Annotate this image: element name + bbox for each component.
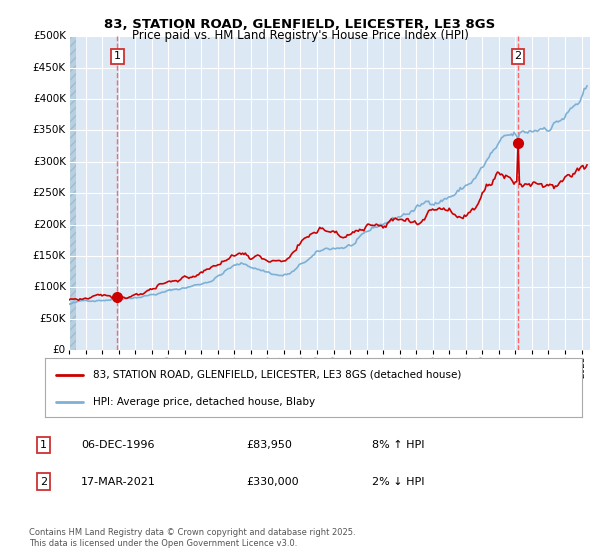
- Text: £200K: £200K: [33, 220, 66, 230]
- Text: 83, STATION ROAD, GLENFIELD, LEICESTER, LE3 8GS: 83, STATION ROAD, GLENFIELD, LEICESTER, …: [104, 18, 496, 31]
- Text: 1: 1: [40, 440, 47, 450]
- Text: £250K: £250K: [33, 188, 66, 198]
- Text: £150K: £150K: [33, 251, 66, 261]
- Text: £300K: £300K: [33, 157, 66, 167]
- Text: £350K: £350K: [33, 125, 66, 136]
- Text: £330,000: £330,000: [246, 477, 299, 487]
- Text: £100K: £100K: [33, 282, 66, 292]
- Text: 2: 2: [40, 477, 47, 487]
- Text: Price paid vs. HM Land Registry's House Price Index (HPI): Price paid vs. HM Land Registry's House …: [131, 29, 469, 42]
- Text: £450K: £450K: [33, 63, 66, 73]
- Text: 1: 1: [114, 52, 121, 62]
- Text: £500K: £500K: [33, 31, 66, 41]
- Text: 8% ↑ HPI: 8% ↑ HPI: [372, 440, 425, 450]
- Text: £50K: £50K: [40, 314, 66, 324]
- Text: 2: 2: [515, 52, 522, 62]
- Text: £0: £0: [53, 345, 66, 355]
- Text: £83,950: £83,950: [246, 440, 292, 450]
- Text: 83, STATION ROAD, GLENFIELD, LEICESTER, LE3 8GS (detached house): 83, STATION ROAD, GLENFIELD, LEICESTER, …: [94, 370, 462, 380]
- Text: 06-DEC-1996: 06-DEC-1996: [81, 440, 155, 450]
- Text: £400K: £400K: [33, 94, 66, 104]
- Text: 2% ↓ HPI: 2% ↓ HPI: [372, 477, 425, 487]
- Text: 17-MAR-2021: 17-MAR-2021: [81, 477, 156, 487]
- Text: Contains HM Land Registry data © Crown copyright and database right 2025.
This d: Contains HM Land Registry data © Crown c…: [29, 528, 355, 548]
- Bar: [69, 36, 76, 350]
- Text: HPI: Average price, detached house, Blaby: HPI: Average price, detached house, Blab…: [94, 397, 316, 407]
